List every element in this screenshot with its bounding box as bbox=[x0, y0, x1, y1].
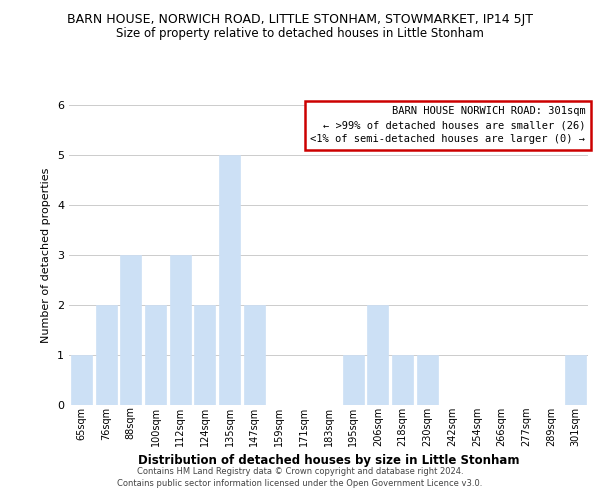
Bar bbox=[194, 305, 215, 405]
Bar bbox=[219, 155, 240, 405]
Bar bbox=[145, 305, 166, 405]
Bar bbox=[343, 355, 364, 405]
Text: BARN HOUSE, NORWICH ROAD, LITTLE STONHAM, STOWMARKET, IP14 5JT: BARN HOUSE, NORWICH ROAD, LITTLE STONHAM… bbox=[67, 12, 533, 26]
Text: Size of property relative to detached houses in Little Stonham: Size of property relative to detached ho… bbox=[116, 28, 484, 40]
Bar bbox=[71, 355, 92, 405]
Bar bbox=[170, 255, 191, 405]
Bar bbox=[565, 355, 586, 405]
X-axis label: Distribution of detached houses by size in Little Stonham: Distribution of detached houses by size … bbox=[138, 454, 519, 467]
Bar bbox=[95, 305, 116, 405]
Text: Contains HM Land Registry data © Crown copyright and database right 2024.: Contains HM Land Registry data © Crown c… bbox=[137, 467, 463, 476]
Bar bbox=[244, 305, 265, 405]
Text: Contains public sector information licensed under the Open Government Licence v3: Contains public sector information licen… bbox=[118, 478, 482, 488]
Bar bbox=[392, 355, 413, 405]
Bar bbox=[367, 305, 388, 405]
Text: BARN HOUSE NORWICH ROAD: 301sqm
← >99% of detached houses are smaller (26)
<1% o: BARN HOUSE NORWICH ROAD: 301sqm ← >99% o… bbox=[310, 106, 586, 144]
Bar bbox=[120, 255, 141, 405]
Y-axis label: Number of detached properties: Number of detached properties bbox=[41, 168, 52, 342]
Bar bbox=[417, 355, 438, 405]
